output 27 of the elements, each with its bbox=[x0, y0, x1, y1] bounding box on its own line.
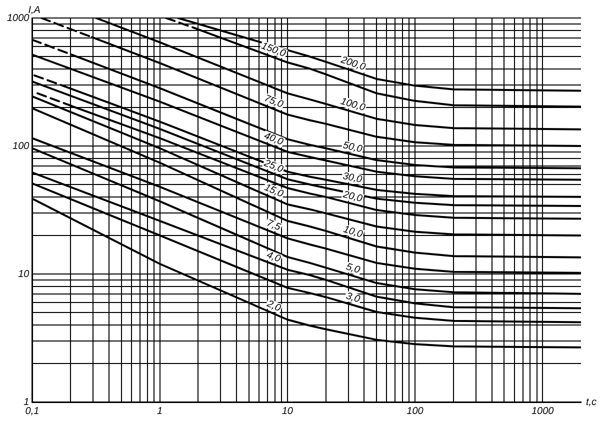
text: 40,0 bbox=[262, 130, 285, 148]
text: 50,0 bbox=[342, 140, 364, 156]
y-tick-label: 100 bbox=[12, 140, 30, 152]
x-tick-label: 10 bbox=[282, 406, 294, 417]
y-tick-label: 1000 bbox=[6, 12, 30, 24]
text: 3,0 bbox=[344, 290, 362, 306]
text: 15,0 bbox=[262, 182, 286, 200]
x-tick-label: 100 bbox=[406, 406, 424, 417]
text: 100,0 bbox=[339, 96, 367, 114]
text: 4,0 bbox=[265, 250, 282, 266]
x-tick-label: 1 bbox=[157, 406, 163, 417]
text: 5,0 bbox=[344, 262, 362, 276]
y-axis-title: I,A bbox=[28, 4, 41, 16]
text: 200,0 bbox=[338, 54, 368, 74]
text: 7,5 bbox=[265, 218, 282, 234]
text: 150,0 bbox=[260, 40, 288, 60]
x-tick-label: 1000 bbox=[531, 406, 554, 417]
text: 25,0 bbox=[262, 158, 285, 176]
text: 2,0 bbox=[264, 298, 283, 314]
y-tick-label: 10 bbox=[18, 268, 30, 280]
x-tick-label: 0,1 bbox=[25, 406, 40, 417]
text: 10,0 bbox=[342, 224, 364, 240]
x-axis-title: t,c bbox=[586, 396, 597, 408]
y-tick-label: 1 bbox=[24, 396, 30, 408]
text: 30,0 bbox=[342, 170, 364, 186]
text: 75,0 bbox=[262, 93, 286, 111]
text: 20,0 bbox=[340, 188, 364, 205]
